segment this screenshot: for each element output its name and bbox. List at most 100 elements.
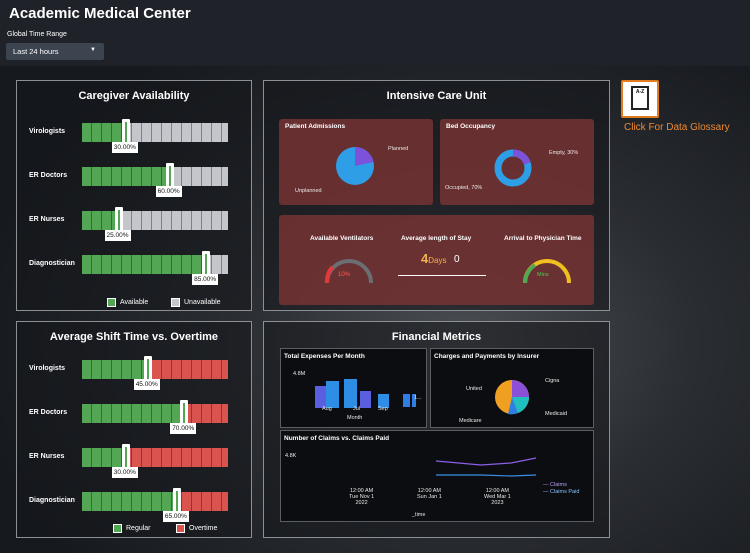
row-label-diagnostician: Diagnostician — [29, 497, 75, 504]
shift-bar[interactable] — [82, 360, 228, 379]
empty-ring — [512, 149, 531, 165]
planned-slice — [355, 147, 374, 166]
bar-ticks — [82, 123, 228, 142]
expense-bar[interactable] — [360, 391, 371, 408]
medicare-slice — [508, 397, 518, 415]
expense-bar[interactable] — [326, 381, 339, 408]
claims-chart: Number of Claims vs. Claims Paid 4.8K 12… — [280, 430, 594, 522]
expense-bar[interactable] — [315, 386, 328, 408]
shift-bar[interactable] — [82, 404, 228, 423]
chevron-down-icon: ▼ — [90, 47, 96, 53]
availability-bar[interactable] — [82, 167, 228, 186]
shift-marker — [172, 488, 181, 515]
row-label-er-doctors: ER Doctors — [29, 172, 68, 179]
claims-legend-label: Claims — [550, 482, 567, 488]
bar-ticks — [82, 492, 228, 511]
arrival-gauge — [523, 259, 571, 284]
row-label-virologists: Virologists — [29, 365, 66, 372]
shift-value-label: 70.00% — [170, 423, 197, 434]
charges-chart: Charges and Payments by Insurer Cigna Un… — [430, 348, 594, 428]
month-tick-jul: Jul — [353, 406, 361, 412]
app-title: Academic Medical Center — [9, 5, 191, 22]
month-tick-sep: Sep — [378, 406, 388, 412]
claims-legend: — Claims — [543, 482, 567, 488]
stay-unit: Days — [428, 256, 447, 265]
expense-bar[interactable] — [378, 394, 389, 408]
availability-bar-fill — [82, 167, 170, 186]
availability-bar-fill — [82, 211, 119, 230]
medicare-label: Medicare — [459, 418, 482, 424]
availability-bar[interactable] — [82, 123, 228, 142]
tick-1-date: Tue Nov 1 — [349, 494, 375, 500]
row-label-diagnostician: Diagnostician — [29, 260, 75, 267]
legend-available-label: Available — [120, 299, 149, 306]
patient-admissions-card[interactable]: Patient Admissions Planned Unplanned — [279, 119, 433, 205]
legend-unavailable-label: Unavailable — [184, 299, 221, 306]
arrival-title: Arrival to Physician Time — [504, 235, 582, 242]
legend-regular-label: Regular — [126, 525, 151, 532]
shift-bar-fill — [82, 492, 177, 511]
shift-value-label: 65.00% — [162, 511, 189, 522]
legend-available: Available — [107, 298, 148, 307]
expenses-xlabel: Month — [347, 415, 363, 421]
admissions-pie — [336, 147, 374, 185]
tick-2-date: Sun Jan 1 — [417, 494, 442, 500]
shift-bar[interactable] — [82, 492, 228, 511]
overtime-swatch — [176, 524, 185, 533]
tick-3-time: 12:00 AM — [485, 488, 510, 494]
time-range-label: Global Time Range — [7, 31, 67, 38]
expenses-bars — [315, 379, 416, 408]
occupancy-donut — [494, 149, 532, 187]
availability-value-label: 30.00% — [111, 142, 138, 153]
expense-bar[interactable] — [403, 394, 410, 407]
bar-ticks — [82, 448, 228, 467]
glossary-link[interactable]: Click For Data Glossary — [624, 122, 730, 133]
caregiver-title: Caregiver Availability — [78, 90, 190, 102]
bar-ticks — [82, 167, 228, 186]
legend-overtime: Overtime — [176, 524, 217, 533]
claims-paid-legend-label: Claims Paid — [550, 489, 580, 495]
icu-metrics-card: Available Ventilators 10% Average length… — [279, 215, 594, 305]
time-range-dropdown[interactable]: Last 24 hours ▼ — [6, 43, 104, 60]
expense-bar[interactable] — [412, 394, 416, 407]
expenses-title: Total Expenses Per Month — [284, 353, 365, 360]
stay-delta: 0 — [454, 254, 460, 265]
shift-marker — [121, 444, 130, 471]
time-range-value: Last 24 hours — [13, 47, 59, 56]
tick-3-year: 2023 — [491, 500, 504, 506]
regular-swatch — [113, 524, 122, 533]
expense-bar[interactable] — [344, 379, 357, 408]
glossary-button[interactable]: A-Z — [621, 80, 659, 118]
medicaid-label: Medicaid — [545, 411, 568, 417]
available-swatch — [107, 298, 116, 307]
tick-2-time: 12:00 AM — [417, 488, 442, 494]
claims-title: Number of Claims vs. Claims Paid — [284, 435, 390, 442]
bar-ticks — [82, 360, 228, 379]
claims-tick-2: 12:00 AM Sun Jan 1 — [417, 488, 442, 500]
bed-occupancy-card[interactable]: Bed Occupancy Empty, 30% Occupied, 70% — [440, 119, 594, 205]
cigna-label: Cigna — [545, 378, 560, 384]
bar-ticks — [82, 404, 228, 423]
claims-paid-line — [436, 474, 537, 477]
ventilator-value: 10% — [338, 272, 351, 278]
planned-label: Planned — [388, 146, 409, 152]
united-label: United — [466, 386, 482, 392]
row-label-er-nurses: ER Nurses — [29, 216, 65, 223]
claims-lines — [435, 457, 537, 477]
availability-bar[interactable] — [82, 211, 228, 230]
charges-pie — [495, 380, 530, 415]
claims-tick-1: 12:00 AM Tue Nov 1 2022 — [349, 488, 374, 506]
availability-bar[interactable] — [82, 255, 228, 274]
legend-regular: Regular — [113, 524, 151, 533]
stay-value: 4Days — [421, 251, 446, 266]
expenses-chart: Total Expenses Per Month 4.8M Aug Jul Se… — [280, 348, 427, 428]
claims-y-tick: 4.8K — [285, 453, 297, 459]
book-icon-text: A-Z — [635, 89, 645, 95]
bar-ticks — [82, 211, 228, 230]
availability-marker — [114, 207, 123, 234]
availability-bar-fill — [82, 123, 126, 142]
shift-bar[interactable] — [82, 448, 228, 467]
arrival-value: Mins — [537, 272, 549, 278]
shift-bar-fill — [82, 360, 148, 379]
tick-1-time: 12:00 AM — [349, 488, 374, 494]
